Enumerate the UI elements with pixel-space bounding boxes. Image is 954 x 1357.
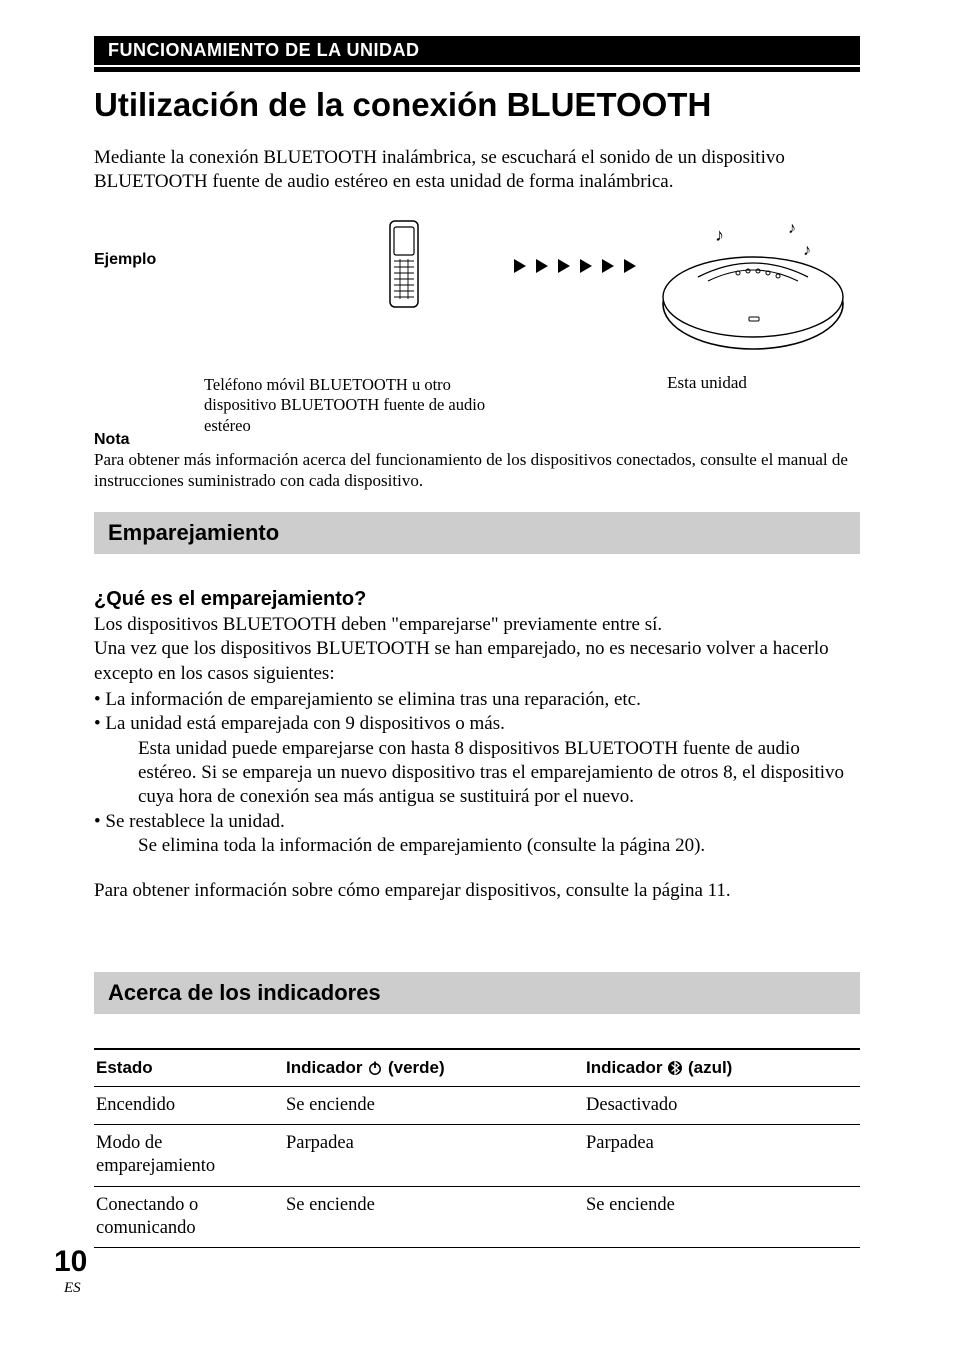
pairing-bullet: La información de emparejamiento se elim…	[94, 688, 860, 712]
table-row: Modo de emparejamientoParpadeaParpadea	[94, 1125, 860, 1186]
col-green-suffix: (verde)	[383, 1058, 444, 1077]
cell-state: Encendido	[94, 1087, 284, 1125]
cell-state: Modo de emparejamiento	[94, 1125, 284, 1186]
wireless-arrow-icon	[624, 259, 636, 273]
pairing-bullet-sub: Se elimina toda la información de empare…	[116, 834, 860, 858]
pairing-bullet-list: La información de emparejamiento se elim…	[94, 688, 860, 858]
speaker-caption: Esta unidad	[514, 373, 860, 437]
wireless-arrows	[514, 219, 646, 273]
col-header-blue: Indicador (azul)	[584, 1049, 860, 1087]
intro-paragraph: Mediante la conexión BLUETOOTH inalámbri…	[94, 146, 860, 195]
phone-icon	[384, 219, 424, 309]
wireless-arrow-icon	[602, 259, 614, 273]
example-diagram-row: Ejemplo ♪ ♪ ♪	[94, 219, 860, 359]
col-header-green: Indicador (verde)	[284, 1049, 584, 1087]
page-number: 10	[54, 1245, 87, 1279]
pairing-body-line: Los dispositivos BLUETOOTH deben "empare…	[94, 613, 860, 637]
power-icon	[367, 1060, 383, 1076]
pairing-body: Los dispositivos BLUETOOTH deben "empare…	[94, 613, 860, 686]
table-row: Conectando o comunicandoSe enciendeSe en…	[94, 1186, 860, 1247]
wireless-arrow-icon	[536, 259, 548, 273]
cell-green: Se enciende	[284, 1186, 584, 1247]
phone-illustration	[294, 219, 514, 309]
nota-body: Para obtener más información acerca del …	[94, 449, 860, 493]
section-band-pairing: Emparejamiento	[94, 512, 860, 554]
cell-green: Se enciende	[284, 1087, 584, 1125]
phone-caption: Teléfono móvil BLUETOOTH u otro disposit…	[204, 375, 514, 437]
pairing-body-line: Una vez que los dispositivos BLUETOOTH s…	[94, 637, 860, 686]
wireless-arrow-icon	[580, 259, 592, 273]
col-blue-prefix: Indicador	[586, 1058, 667, 1077]
pairing-bullet: Se restablece la unidad.Se elimina toda …	[94, 810, 860, 859]
col-blue-suffix: (azul)	[683, 1058, 732, 1077]
svg-text:♪: ♪	[715, 225, 724, 245]
cell-blue: Desactivado	[584, 1087, 860, 1125]
example-label: Ejemplo	[94, 219, 294, 269]
wireless-arrow-icon	[514, 259, 526, 273]
pairing-bullet: La unidad está emparejada con 9 disposit…	[94, 712, 860, 809]
cell-blue: Se enciende	[584, 1186, 860, 1247]
bluetooth-icon	[667, 1060, 683, 1076]
svg-text:♪: ♪	[788, 220, 796, 237]
section-header-bar: FUNCIONAMIENTO DE LA UNIDAD	[94, 36, 860, 65]
col-header-state: Estado	[94, 1049, 284, 1087]
page-lang: ES	[64, 1280, 81, 1297]
pairing-after-text: Para obtener información sobre cómo empa…	[94, 880, 860, 902]
table-row: EncendidoSe enciendeDesactivado	[94, 1087, 860, 1125]
wireless-arrow-icon	[558, 259, 570, 273]
pairing-subhead: ¿Qué es el emparejamiento?	[94, 588, 860, 611]
cell-state: Conectando o comunicando	[94, 1186, 284, 1247]
col-green-prefix: Indicador	[286, 1058, 367, 1077]
speaker-illustration: ♪ ♪ ♪	[646, 219, 860, 359]
diagram-captions-row: Teléfono móvil BLUETOOTH u otro disposit…	[204, 365, 860, 437]
indicators-table-wrap: Estado Indicador (verde) Indicador (azul…	[94, 1048, 860, 1248]
section-header-label: FUNCIONAMIENTO DE LA UNIDAD	[108, 40, 420, 60]
svg-text:♪: ♪	[803, 242, 811, 259]
pairing-bullet-sub: Esta unidad puede emparejarse con hasta …	[116, 737, 860, 810]
page-title: Utilización de la conexión BLUETOOTH	[94, 86, 860, 124]
speaker-icon: ♪ ♪ ♪	[653, 219, 853, 359]
header-rule	[94, 67, 860, 72]
indicators-table: Estado Indicador (verde) Indicador (azul…	[94, 1048, 860, 1248]
section-band-indicators: Acerca de los indicadores	[94, 972, 860, 1014]
cell-blue: Parpadea	[584, 1125, 860, 1186]
cell-green: Parpadea	[284, 1125, 584, 1186]
